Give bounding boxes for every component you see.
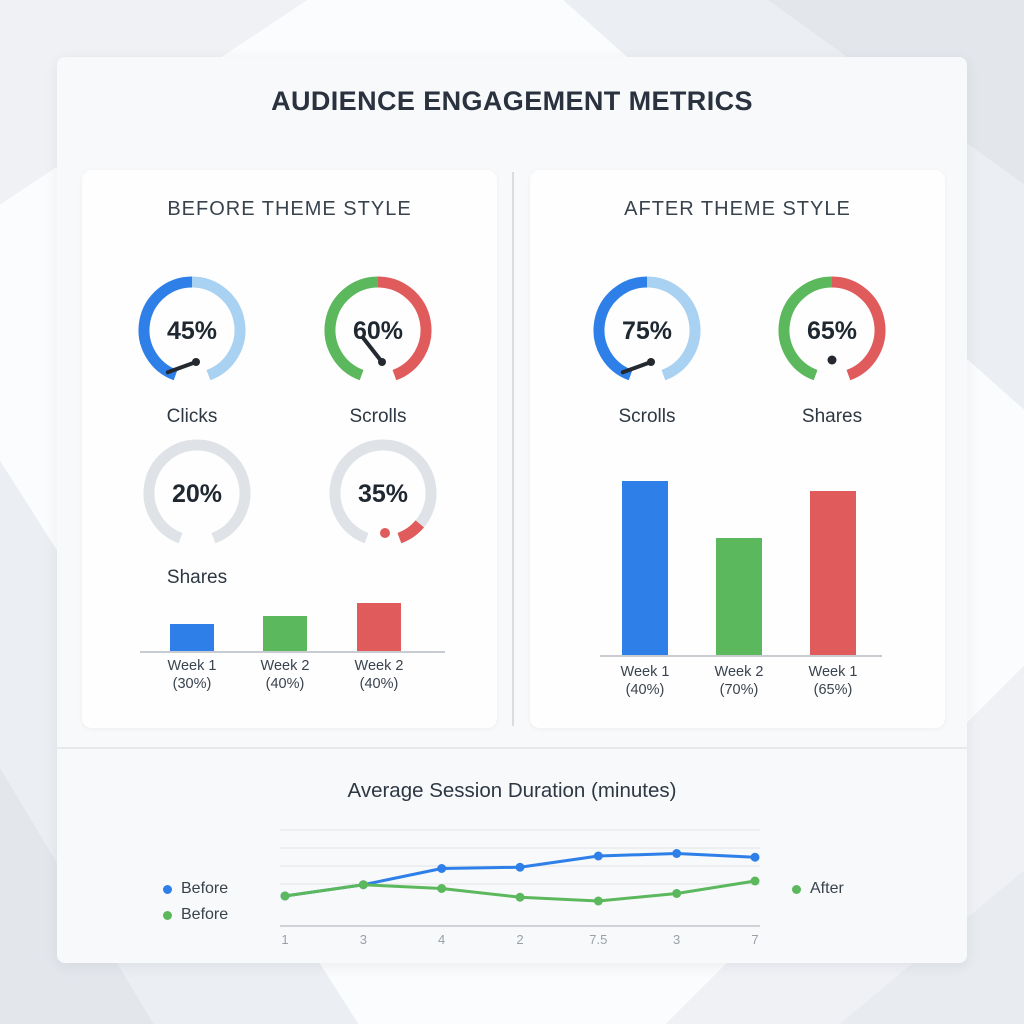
svg-text:4: 4	[438, 932, 445, 947]
session-line-chart: 1 3 4 2 7.5 3 7	[252, 824, 792, 957]
legend-item-after: After	[792, 876, 844, 902]
legend-label: Before	[181, 880, 229, 897]
legend-item-before-green: Before	[163, 902, 228, 928]
dashboard-card: AUDIENCE ENGAGEMENT METRICS BEFORE THEME…	[57, 57, 967, 963]
svg-text:(40%): (40%)	[626, 682, 665, 698]
gauge-label-shares-after: Shares	[801, 406, 863, 427]
legend-left: Before Before	[163, 876, 228, 928]
svg-text:Week 2: Week 2	[355, 658, 404, 674]
panel-divider	[512, 172, 514, 726]
legend-dot-blue	[163, 884, 172, 894]
section-divider	[57, 747, 967, 749]
legend-right: After	[792, 876, 844, 902]
svg-text:3: 3	[673, 932, 680, 947]
svg-text:(70%): (70%)	[720, 682, 759, 698]
gauge-label-shares: Shares	[166, 567, 228, 588]
gauge-before-35: 35%	[318, 428, 448, 558]
svg-text:75%: 75%	[622, 317, 672, 345]
before-panel-title: BEFORE THEME STYLE	[167, 198, 412, 220]
svg-text:Week 2: Week 2	[715, 664, 764, 680]
page-title: AUDIENCE ENGAGEMENT METRICS	[271, 86, 753, 116]
svg-text:60%: 60%	[353, 317, 403, 345]
gauge-label-clicks: Clicks	[166, 406, 218, 427]
gauge-before-scrolls: 60%	[313, 265, 443, 395]
svg-text:(65%): (65%)	[814, 682, 853, 698]
before-bar-chart: Week 1 (30%) Week 2 (40%) Week 2 (40%)	[140, 600, 450, 705]
svg-text:45%: 45%	[167, 317, 217, 345]
gauge-label-scrolls-after: Scrolls	[618, 406, 676, 427]
svg-text:(40%): (40%)	[266, 676, 305, 692]
svg-text:3: 3	[360, 932, 367, 947]
svg-text:2: 2	[516, 932, 523, 947]
after-bar-chart: Week 1 (40%) Week 2 (70%) Week 1 (65%)	[595, 470, 885, 705]
svg-text:Week 2: Week 2	[261, 658, 310, 674]
svg-text:(30%): (30%)	[173, 676, 212, 692]
legend-label: After	[810, 880, 844, 897]
session-chart-title: Average Session Duration (minutes)	[347, 779, 677, 802]
svg-text:Week 1: Week 1	[809, 664, 858, 680]
gauge-after-shares: 65%	[767, 265, 897, 395]
svg-text:1: 1	[281, 932, 288, 947]
after-panel-title: AFTER THEME STYLE	[624, 198, 851, 220]
svg-text:(40%): (40%)	[360, 676, 399, 692]
legend-dot-after	[792, 884, 801, 894]
svg-text:35%: 35%	[358, 480, 408, 508]
svg-text:20%: 20%	[172, 480, 222, 508]
svg-text:7.5: 7.5	[589, 932, 607, 947]
legend-label: Before	[181, 906, 229, 923]
svg-text:Week 1: Week 1	[621, 664, 670, 680]
svg-text:65%: 65%	[807, 317, 857, 345]
gauge-after-scrolls: 75%	[582, 265, 712, 395]
legend-dot-green	[163, 910, 172, 920]
svg-text:7: 7	[751, 932, 758, 947]
gauge-label-scrolls: Scrolls	[349, 406, 407, 427]
legend-item-before-blue: Before	[163, 876, 228, 902]
svg-text:Week 1: Week 1	[168, 658, 217, 674]
gauge-before-shares: 20%	[132, 428, 262, 558]
gauge-before-clicks: 45%	[127, 265, 257, 395]
